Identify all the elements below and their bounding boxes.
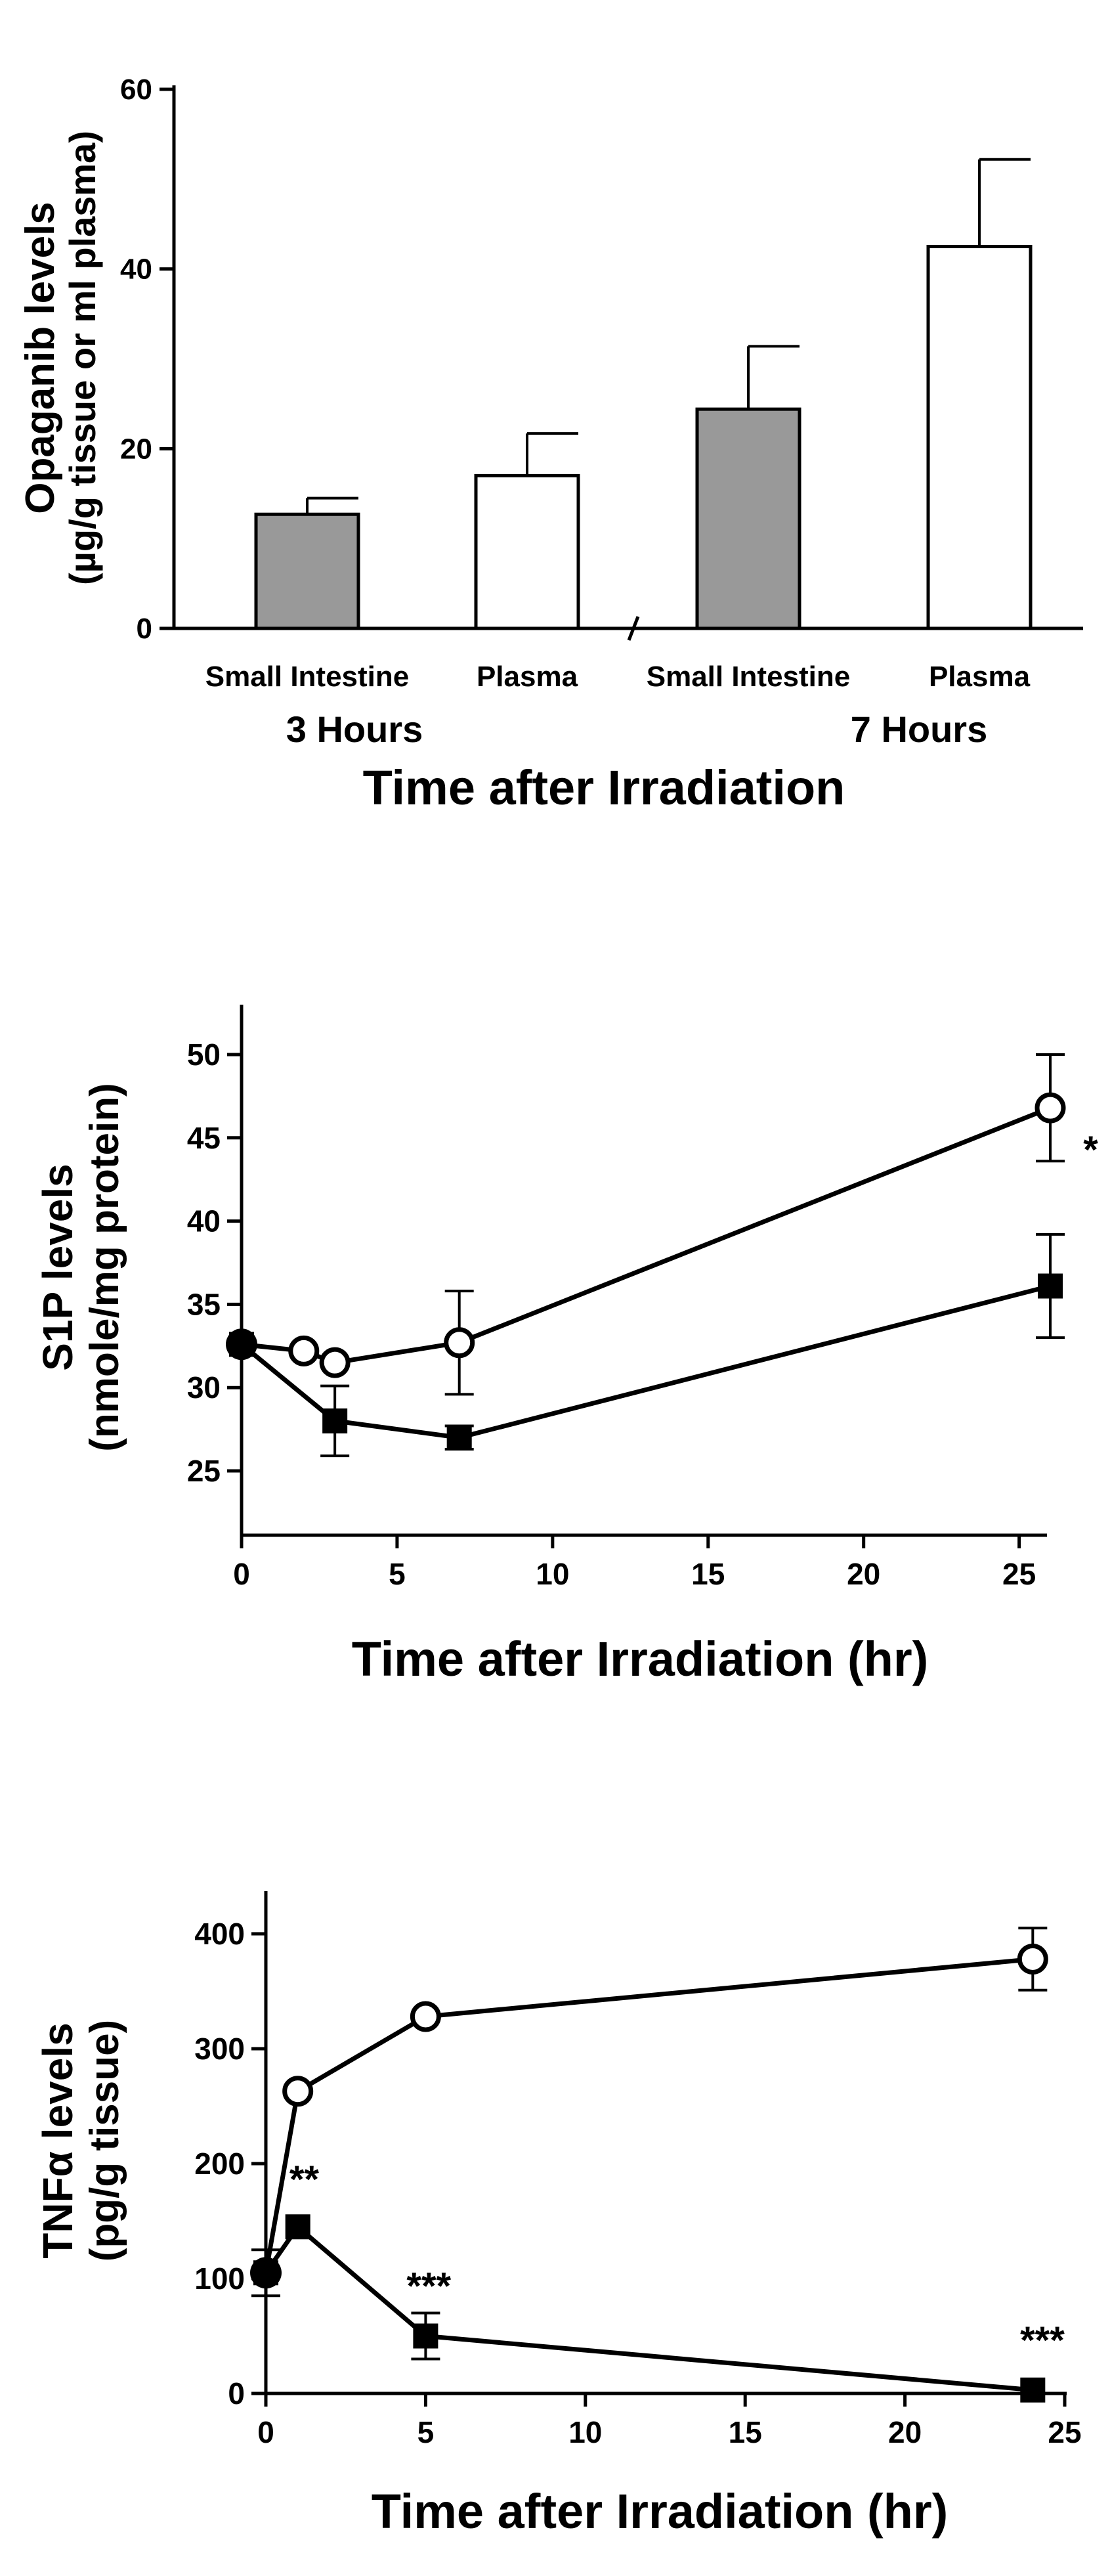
open-circle-point: [288, 1335, 320, 1366]
y-axis-title-line2: (µg/g tissue or ml plasma): [62, 131, 103, 585]
x-tick-label: 5: [389, 1557, 406, 1591]
category-label: Plasma: [929, 661, 1031, 693]
x-tick-label: 5: [417, 2415, 435, 2449]
y-axis-title-line2: (pg/g tissue): [82, 2020, 127, 2262]
y-tick-label: 40: [120, 253, 152, 286]
x-axis-title: Time after Irradiation: [363, 760, 845, 815]
group-label-7-hours: 7 Hours: [851, 709, 988, 750]
y-tick-label: 30: [187, 1370, 221, 1405]
series: *: [226, 1053, 1098, 1458]
y-tick-label: 400: [194, 1917, 245, 1951]
filled-square-point: [413, 2323, 438, 2349]
axis-ticks: 0 5 10 15 20 25 0 100 200 300 400: [194, 1917, 1081, 2449]
x-tick-label: 10: [568, 2415, 602, 2449]
axis-ticks: 0 5 10 15 20 25 25 30 35 40 45 50: [187, 1037, 1036, 1591]
start-point: [226, 1328, 257, 1361]
filled-square-point: [285, 2214, 310, 2240]
series: ********: [250, 1927, 1065, 2403]
series-line: [264, 2223, 1033, 2393]
category-label: Small Intestine: [205, 661, 410, 693]
y-tick-label: 60: [120, 74, 152, 106]
open-circle-point: [319, 1347, 351, 1378]
series-line: [240, 1284, 1051, 1440]
filled-square-point: [1038, 1273, 1063, 1299]
filled-square-point: [322, 1408, 348, 1433]
y-tick-label: 40: [187, 1204, 221, 1238]
x-axis-title: Time after Irradiation (hr): [372, 2484, 949, 2539]
open-circle-point: [1017, 1944, 1048, 1975]
x-tick-label: 15: [729, 2415, 762, 2449]
x-tick-label: 0: [233, 1557, 250, 1591]
y-ticks: 0 20 40 60: [120, 74, 174, 645]
y-tick-label: 20: [120, 433, 152, 465]
x-tick-label: 20: [888, 2415, 922, 2449]
category-labels: Small Intestine Plasma Small Intestine P…: [205, 661, 1031, 693]
significance-annotation: ***: [1020, 2319, 1065, 2362]
y-tick-label: 35: [187, 1287, 221, 1321]
open-circle-point: [282, 2076, 314, 2107]
bar: [695, 407, 801, 630]
significance-annotation: **: [289, 2158, 320, 2201]
group-label-3-hours: 3 Hours: [286, 709, 423, 750]
y-tick-label: 100: [194, 2261, 245, 2296]
x-tick-label: 20: [847, 1557, 880, 1591]
x-tick-label: 25: [1048, 2415, 1081, 2449]
x-axis-title: Time after Irradiation (hr): [352, 1632, 929, 1686]
y-tick-label: 50: [187, 1037, 221, 1072]
filled-square-point: [446, 1425, 472, 1451]
filled-square-point: [1020, 2377, 1046, 2403]
y-tick-label: 0: [228, 2376, 245, 2411]
opaganib-bar-chart: 0 20 40 60 Small Intestine Plasma Small Int…: [18, 74, 1083, 815]
significance-annotation: ***: [406, 2265, 451, 2308]
category-label: Small Intestine: [647, 661, 851, 693]
x-tick-label: 0: [257, 2415, 274, 2449]
y-tick-label: 200: [194, 2147, 245, 2181]
open-circle-point: [410, 2001, 441, 2032]
open-circle-point: [444, 1327, 475, 1359]
x-tick-label: 15: [691, 1557, 725, 1591]
significance-annotation: *: [1083, 1129, 1098, 1171]
y-axis-title-line1: TNFα levels: [34, 2022, 81, 2258]
open-circle-point: [1035, 1092, 1066, 1124]
s1p-line-chart: 0 5 10 15 20 25 25 30 35 40 45 50 * Time after Irra…: [34, 1005, 1098, 1686]
category-label: Plasma: [477, 661, 578, 693]
y-tick-label: 0: [137, 613, 152, 645]
x-tick-label: 10: [536, 1557, 569, 1591]
bar: [254, 512, 360, 630]
y-tick-label: 300: [194, 2032, 245, 2066]
start-point: [250, 2257, 282, 2289]
bars: [254, 158, 1033, 630]
series-line: [241, 1105, 1052, 1365]
y-tick-label: 25: [187, 1454, 221, 1488]
y-axis-title-line2: (nmole/mg protein): [82, 1083, 127, 1451]
y-axis-title-line1: S1P levels: [34, 1164, 81, 1371]
y-tick-label: 45: [187, 1121, 221, 1155]
y-axis-title-line1: Opaganib levels: [18, 202, 63, 514]
bar: [474, 473, 580, 630]
bar: [926, 244, 1033, 630]
x-tick-label: 25: [1002, 1557, 1036, 1591]
series-line: [263, 1957, 1033, 2273]
